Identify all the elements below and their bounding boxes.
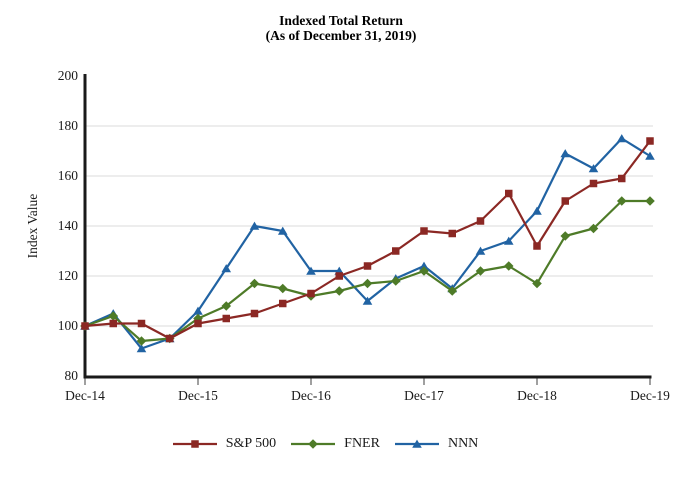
square-marker bbox=[109, 319, 117, 328]
x-axis-line bbox=[83, 375, 652, 379]
triangle-marker bbox=[645, 151, 655, 160]
x-axis-label: Dec-14 bbox=[65, 388, 105, 403]
y-tick-label: 120 bbox=[57, 268, 78, 283]
series-fner bbox=[80, 196, 655, 346]
series-nnn bbox=[80, 134, 655, 353]
diamond-marker bbox=[503, 261, 514, 271]
square-marker bbox=[194, 319, 202, 328]
x-axis-label: Dec-18 bbox=[517, 388, 557, 403]
diamond-marker bbox=[588, 223, 599, 234]
y-axis-title: Index Value bbox=[25, 193, 40, 259]
diamond-marker bbox=[108, 311, 119, 321]
legend-label-sp500: S&P 500 bbox=[225, 436, 277, 451]
diamond-marker bbox=[645, 196, 655, 206]
square-marker bbox=[190, 440, 199, 448]
square-marker bbox=[279, 299, 287, 308]
square-marker bbox=[505, 189, 513, 198]
diamond-marker bbox=[390, 276, 401, 286]
x-axis-label: Dec-17 bbox=[404, 388, 444, 403]
triangle-marker bbox=[136, 344, 147, 353]
square-marker bbox=[476, 217, 485, 225]
triangle-marker bbox=[419, 261, 429, 270]
diamond-marker bbox=[221, 301, 232, 311]
chart-title-line2: (As of December 31, 2019) bbox=[265, 28, 417, 43]
square-marker bbox=[222, 314, 230, 323]
triangle-marker bbox=[277, 226, 288, 235]
square-marker bbox=[307, 289, 315, 298]
y-tick-label: 140 bbox=[57, 218, 78, 233]
triangle-marker bbox=[616, 134, 627, 143]
square-marker bbox=[335, 272, 343, 280]
diamond-marker bbox=[249, 278, 260, 289]
sp500-line-marker-icon bbox=[172, 440, 217, 448]
x-axis-label: Dec-19 bbox=[630, 388, 670, 403]
triangle-marker bbox=[249, 221, 260, 230]
triangle-marker bbox=[503, 236, 514, 245]
square-marker bbox=[589, 179, 598, 188]
legend-label-fner: FNER bbox=[344, 436, 380, 451]
triangle-marker bbox=[193, 306, 203, 315]
triangle-marker bbox=[306, 266, 316, 275]
diamond-marker bbox=[308, 439, 318, 449]
square-marker bbox=[392, 247, 400, 255]
y-tick-label: 160 bbox=[57, 168, 78, 183]
square-marker bbox=[533, 242, 541, 250]
diamond-marker bbox=[560, 231, 571, 241]
chart-title-line1: Indexed Total Return bbox=[279, 13, 403, 28]
legend-label-nnn: NNN bbox=[447, 436, 479, 451]
diamond-marker bbox=[475, 266, 486, 276]
legend: S&P 500 FNER NNN bbox=[0, 433, 666, 455]
square-marker bbox=[137, 319, 146, 328]
y-tick-label: 80 bbox=[64, 368, 79, 383]
y-tick-label: 100 bbox=[57, 318, 78, 333]
diamond-marker bbox=[616, 196, 627, 206]
triangle-marker bbox=[412, 439, 422, 448]
square-marker bbox=[448, 229, 456, 238]
series-line bbox=[84, 199, 650, 343]
diamond-marker bbox=[419, 266, 429, 276]
x-axis-label: Dec-16 bbox=[291, 388, 331, 403]
diamond-marker bbox=[136, 336, 147, 346]
square-marker bbox=[561, 197, 569, 205]
y-tick-label: 180 bbox=[57, 118, 78, 133]
square-marker bbox=[81, 322, 89, 330]
y-tick-label: 200 bbox=[57, 68, 78, 83]
square-marker bbox=[618, 174, 626, 183]
legend-item-sp500: S&P 500 bbox=[172, 436, 276, 452]
triangle-marker bbox=[560, 149, 571, 158]
chart-title: Indexed Total Return (As of December 31,… bbox=[0, 13, 682, 43]
triangle-marker bbox=[475, 246, 486, 255]
diamond-marker bbox=[277, 283, 288, 294]
fner-line-marker-icon bbox=[291, 439, 336, 449]
x-axis-label: Dec-15 bbox=[178, 388, 218, 403]
diamond-marker bbox=[447, 286, 458, 296]
triangle-marker bbox=[362, 296, 373, 305]
diamond-marker bbox=[362, 278, 373, 289]
triangle-marker bbox=[532, 206, 542, 215]
square-marker bbox=[166, 334, 174, 343]
square-marker bbox=[420, 227, 428, 235]
legend-item-fner: FNER bbox=[290, 436, 380, 452]
diamond-marker bbox=[334, 286, 345, 296]
square-marker bbox=[646, 137, 654, 145]
y-axis-line bbox=[83, 74, 87, 378]
series-sp500 bbox=[81, 137, 654, 343]
nnn-line-marker-icon bbox=[394, 439, 439, 448]
triangle-marker bbox=[588, 164, 599, 173]
diamond-marker bbox=[532, 278, 542, 289]
square-marker bbox=[363, 262, 372, 270]
series-line bbox=[84, 137, 651, 350]
triangle-marker bbox=[221, 264, 232, 273]
square-marker bbox=[250, 309, 259, 318]
legend-item-nnn: NNN bbox=[394, 436, 478, 452]
